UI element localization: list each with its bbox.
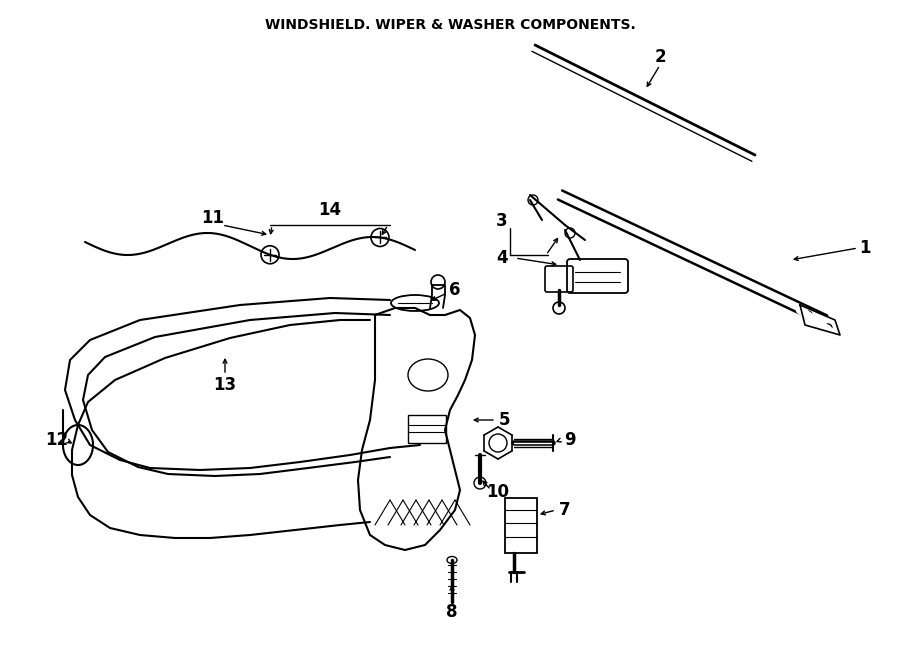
- Text: 11: 11: [202, 209, 224, 227]
- Bar: [505, 498, 537, 553]
- Text: 13: 13: [213, 376, 237, 394]
- Bar: [408, 415, 446, 443]
- Circle shape: [371, 229, 389, 247]
- Text: 7: 7: [559, 501, 571, 519]
- Text: 10: 10: [487, 483, 509, 501]
- Text: 5: 5: [499, 411, 509, 429]
- Text: 4: 4: [496, 249, 508, 267]
- Text: 14: 14: [319, 201, 342, 219]
- Text: WINDSHIELD. WIPER & WASHER COMPONENTS.: WINDSHIELD. WIPER & WASHER COMPONENTS.: [265, 18, 635, 32]
- Text: 8: 8: [446, 603, 458, 621]
- Text: 9: 9: [564, 431, 576, 449]
- Text: 3: 3: [496, 212, 508, 230]
- Text: 2: 2: [654, 48, 666, 66]
- Circle shape: [261, 246, 279, 264]
- Text: 12: 12: [45, 431, 68, 449]
- Text: 1: 1: [860, 239, 871, 257]
- Text: 6: 6: [449, 281, 461, 299]
